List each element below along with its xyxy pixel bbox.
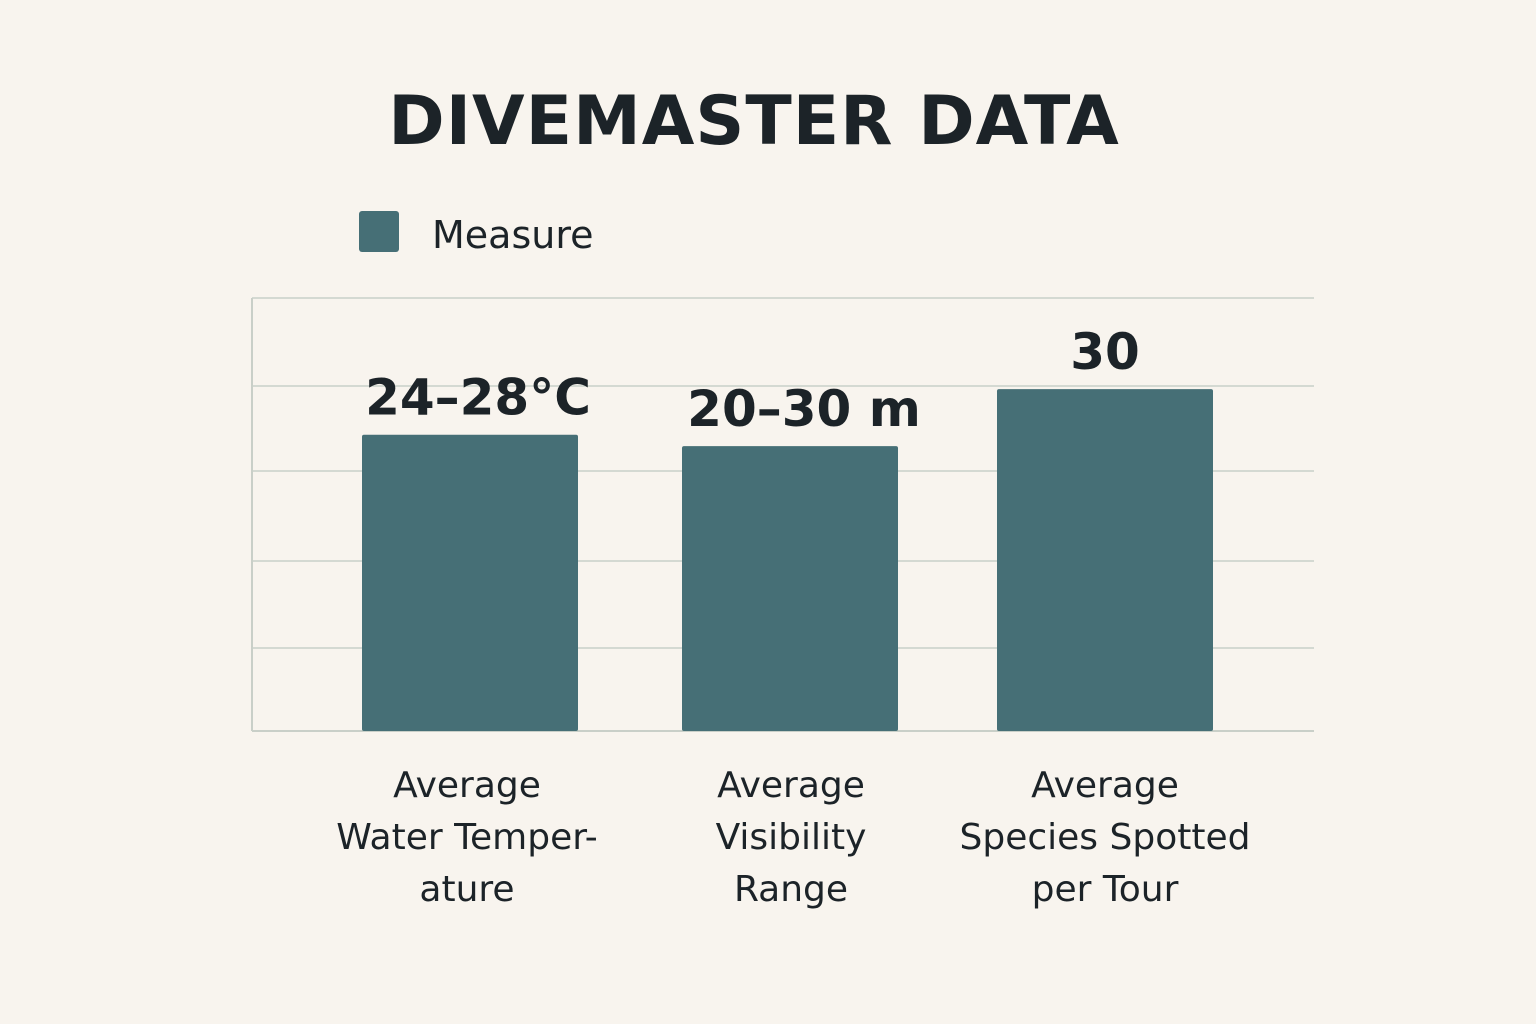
- category-label-2-line-1: Species Spotted: [960, 817, 1251, 858]
- category-label-2-line-0: Average: [1031, 765, 1179, 806]
- bar-0: [362, 434, 578, 731]
- category-labels: Average Water Temper-ature Average Visibili…: [336, 765, 1250, 910]
- category-label-1-line-2: Range: [734, 869, 848, 910]
- legend-label: Measure: [432, 213, 594, 257]
- category-label-0-line-1: Water Temper-: [336, 817, 597, 858]
- category-label-1: Average Visibility Range: [716, 765, 867, 910]
- category-label-2: Average Species Spotted per Tour: [960, 765, 1251, 910]
- category-label-0-line-0: Average: [393, 765, 541, 806]
- category-label-1-line-1: Visibility: [716, 817, 867, 858]
- value-labels: 24–28°C 20–30 m 30: [365, 323, 1140, 438]
- legend-swatch: [359, 211, 399, 252]
- category-label-0: Average Water Temper-ature: [336, 765, 597, 910]
- data-label-1: 20–30 m: [687, 380, 921, 438]
- bar-2: [997, 389, 1213, 731]
- category-label-2-line-2: per Tour: [1032, 869, 1179, 910]
- bars: [362, 389, 1213, 731]
- data-label-0: 24–28°C: [365, 369, 591, 427]
- chart-title: DIVEMASTER DATA: [388, 82, 1120, 161]
- category-label-1-line-0: Average: [717, 765, 865, 806]
- bar-1: [682, 446, 898, 731]
- data-label-2: 30: [1070, 323, 1140, 381]
- category-label-0-line-2: ature: [419, 869, 514, 910]
